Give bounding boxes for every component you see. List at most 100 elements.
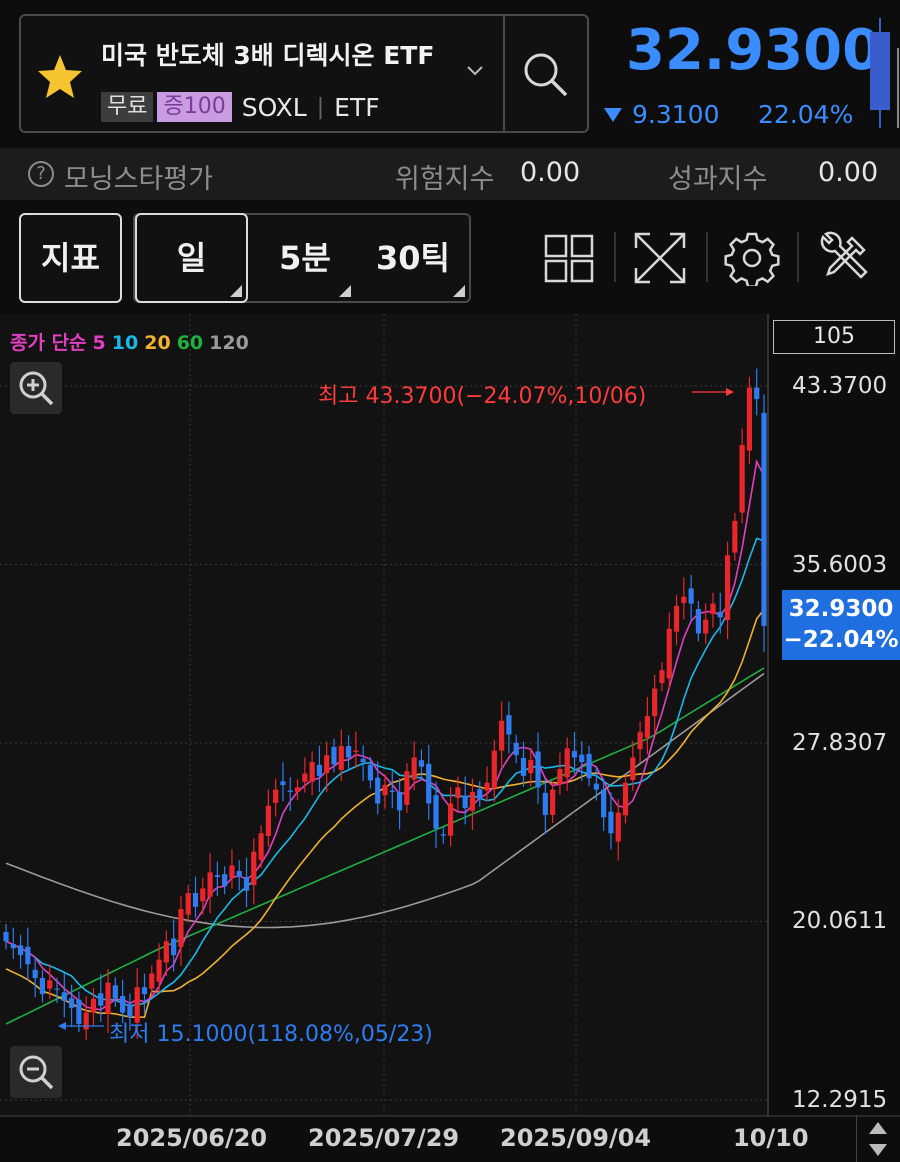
performance-index-value: 0.00: [818, 157, 879, 188]
dropdown-corner-icon: [453, 285, 465, 297]
y-tick-label: 43.3700: [792, 373, 888, 399]
zoom-out-icon: [19, 1055, 54, 1090]
candle-body: [506, 715, 512, 735]
toolbar-divider: [614, 232, 616, 282]
free-badge: 무료: [101, 92, 154, 122]
candle-body: [178, 909, 184, 947]
stock-tags: 무료 증100 SOXL | ETF: [101, 92, 380, 122]
candle-body: [484, 782, 490, 791]
candle-body: [251, 851, 257, 886]
candle-body: [703, 619, 709, 634]
candle-body: [447, 803, 454, 836]
candle-body: [156, 959, 162, 982]
candle-body: [185, 893, 191, 915]
candle-body: [724, 555, 731, 621]
candle-body: [243, 876, 250, 891]
candle-body: [440, 834, 446, 836]
stock-title[interactable]: 미국 반도체 3배 디렉시온 ETF: [101, 41, 435, 70]
period-30tick-label: 30틱: [376, 239, 450, 277]
candle-body: [17, 945, 24, 956]
candle-body: [754, 387, 760, 400]
candle-body: [353, 750, 359, 752]
favorite-star-icon[interactable]: [35, 52, 85, 102]
candle-body: [637, 732, 643, 750]
candle-body: [98, 993, 104, 1006]
search-icon[interactable]: [516, 46, 576, 106]
chevron-down-icon[interactable]: [467, 66, 483, 76]
candle-body: [294, 787, 301, 792]
morningstar-label[interactable]: 모닝스타평가: [64, 164, 214, 195]
ma-legend[interactable]: 종가 단순 5 10 20 60 120: [10, 328, 255, 355]
y-tick-label: 20.0611: [792, 908, 888, 934]
candle-body: [331, 746, 337, 765]
down-triangle-icon: [604, 108, 622, 122]
candle-body: [761, 412, 767, 626]
legend-prefix: 종가 단순: [10, 332, 87, 354]
candle-body: [499, 720, 505, 751]
candle-body: [557, 768, 563, 785]
candle-body: [105, 982, 111, 1014]
period-day-button[interactable]: 일: [135, 213, 248, 303]
candle-body: [513, 742, 519, 756]
candle-body: [360, 758, 366, 763]
candle-body: [389, 790, 395, 792]
security-type: ETF: [334, 92, 380, 122]
candle-body: [287, 790, 293, 792]
candle-body: [491, 750, 497, 789]
legend-ma120: 120: [209, 332, 249, 354]
toolbar-divider: [706, 232, 708, 282]
y-tick-label: 12.2915: [792, 1087, 888, 1113]
x-tick-label: 10/10: [733, 1124, 809, 1152]
zoom-in-icon: [19, 371, 54, 406]
candle-body: [404, 771, 410, 805]
candle-body: [273, 789, 279, 803]
candle-body: [659, 670, 665, 684]
candle-body: [608, 811, 614, 834]
candle-body: [550, 789, 556, 815]
candle-body: [61, 992, 67, 1002]
x-tick-label: 2025/09/04: [500, 1124, 652, 1152]
candle-body: [324, 755, 330, 774]
up-down-arrows-icon[interactable]: [856, 1116, 900, 1162]
y-tick-label: 35.6003: [792, 552, 888, 578]
margin-badge: 증100: [157, 92, 232, 122]
expand-icon[interactable]: [632, 230, 688, 286]
candle-body: [68, 998, 75, 1008]
candle-count-badge[interactable]: 105: [773, 320, 895, 354]
grid-layout-icon[interactable]: [542, 230, 598, 286]
tools-icon[interactable]: [816, 230, 872, 286]
candle-body: [732, 520, 738, 553]
candle-body: [630, 757, 636, 781]
candle-body: [280, 781, 286, 786]
period-30tick-button[interactable]: 30틱: [357, 215, 469, 301]
period-day-label: 일: [176, 239, 207, 277]
candle-body: [367, 764, 374, 781]
candle-body: [528, 759, 534, 774]
candle-body: [134, 987, 140, 1023]
candle-body: [520, 757, 527, 776]
zoom-out-button[interactable]: [10, 1046, 62, 1098]
candle-body: [717, 611, 723, 618]
ma120-line: [5, 672, 765, 929]
price-change: 9.3100 22.04%: [604, 100, 853, 129]
period-5min-button[interactable]: 5분: [255, 215, 355, 301]
candle-body: [25, 946, 31, 965]
price-chart[interactable]: [0, 314, 900, 1162]
candle-body: [622, 782, 629, 816]
candle-body: [710, 603, 716, 615]
help-icon[interactable]: ?: [28, 161, 54, 187]
stock-header[interactable]: 미국 반도체 3배 디렉시온 ETF 무료 증100 SOXL | ETF: [19, 14, 589, 133]
candle-body: [149, 973, 155, 989]
gear-icon[interactable]: [724, 230, 780, 286]
dropdown-corner-icon: [230, 285, 242, 297]
candle-body: [309, 762, 315, 782]
candle-body: [746, 387, 753, 451]
zoom-in-button[interactable]: [10, 362, 62, 414]
candle-body: [652, 688, 658, 717]
x-tick-label: 2025/07/29: [308, 1124, 460, 1152]
indicator-button[interactable]: 지표: [19, 213, 122, 303]
candle-body: [564, 748, 570, 778]
candle-body: [601, 789, 607, 818]
tag-divider: |: [316, 94, 325, 120]
candle-body: [112, 985, 118, 999]
